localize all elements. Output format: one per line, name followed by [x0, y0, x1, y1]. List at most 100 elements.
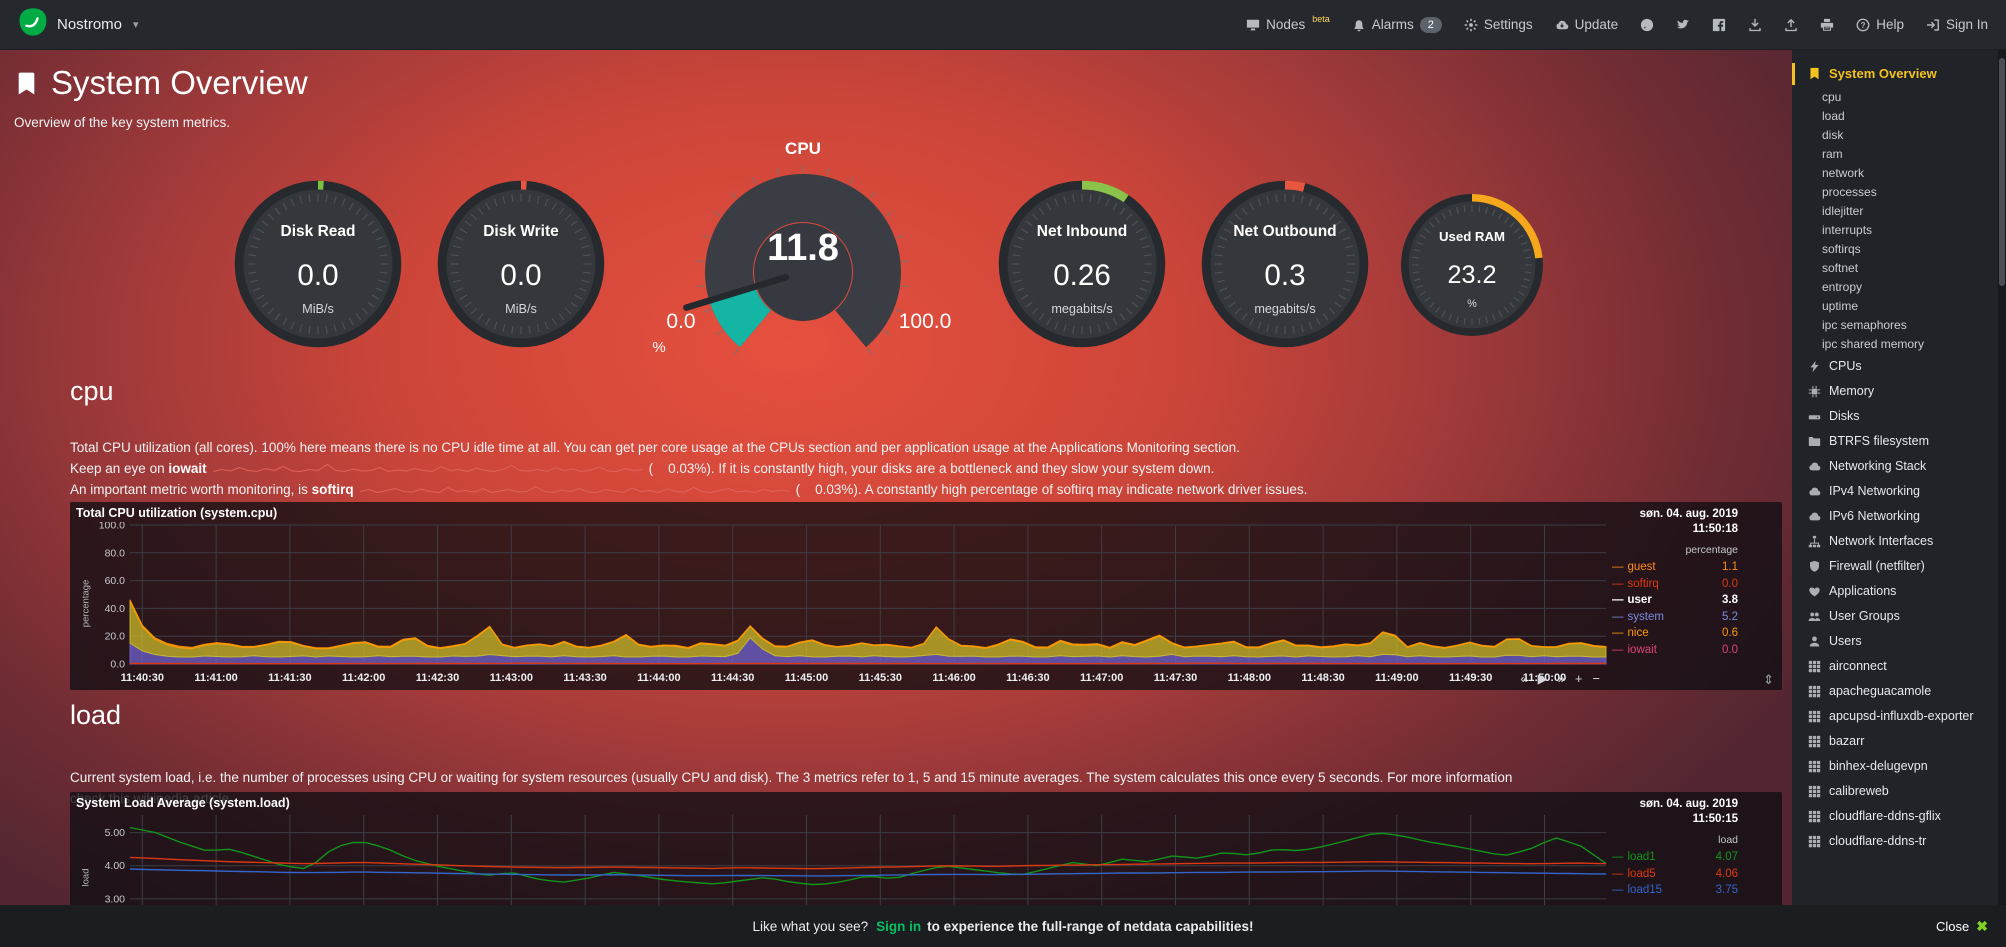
sidebar-item-btrfs-filesystem[interactable]: BTRFS filesystem [1792, 429, 1998, 454]
sidebar-item-cloudflare-ddns-tr[interactable]: cloudflare-ddns-tr [1792, 829, 1998, 854]
grid-icon [1808, 785, 1821, 798]
sidebar-item-cloudflare-ddns-gflix[interactable]: cloudflare-ddns-gflix [1792, 804, 1998, 829]
gauge-used-ram[interactable]: Used RAM 23.2% [1397, 190, 1547, 340]
legend-item-softirq[interactable]: — softirq 0.0 [1612, 577, 1738, 590]
main-content: System Overview Overview of the key syst… [0, 50, 1792, 947]
sidebar-item-binhex-delugevpn[interactable]: binhex-delugevpn [1792, 754, 1998, 779]
sidebar-item-user-groups[interactable]: User Groups [1792, 604, 1998, 629]
sidebar-item-disk[interactable]: disk [1792, 126, 1998, 145]
pan-right-button[interactable]: » [1557, 671, 1565, 686]
sidebar-item-airconnect[interactable]: airconnect [1792, 654, 1998, 679]
banner-signin-link[interactable]: Sign in [876, 918, 922, 934]
sidebar-item-load[interactable]: load [1792, 107, 1998, 126]
sidebar-item-firewall-netfilter[interactable]: Firewall (netfilter) [1792, 554, 1998, 579]
zoom-in-button[interactable]: + [1574, 671, 1583, 686]
sidebar-item-cpu[interactable]: cpu [1792, 88, 1998, 107]
sidebar-item-network-interfaces[interactable]: Network Interfaces [1792, 529, 1998, 554]
sidebar-item-ipv6-networking[interactable]: IPv6 Networking [1792, 504, 1998, 529]
svg-text:100.0: 100.0 [99, 522, 125, 532]
sidebar-item-ram[interactable]: ram [1792, 145, 1998, 164]
chevron-down-icon[interactable]: ▾ [133, 19, 139, 31]
update-button[interactable]: Update [1555, 17, 1618, 32]
legend-item-user[interactable]: — user 3.8 [1612, 594, 1738, 606]
bolt-icon [1808, 360, 1821, 373]
cpu-description-line2: Keep an eye on iowait( 0.03%). If it is … [70, 459, 1520, 481]
sidebar-item-ipc-semaphores[interactable]: ipc semaphores [1792, 316, 1998, 335]
section-heading-cpu[interactable]: cpu [70, 376, 114, 406]
legend-item-load15[interactable]: — load15 3.75 [1612, 884, 1738, 896]
chart-canvas[interactable]: 0.0 20.0 40.0 60.0 80.0 100.0 11:40:30 11:41:00… [84, 522, 1612, 690]
legend-item-load1[interactable]: — load1 4.07 [1612, 851, 1738, 863]
github-button[interactable] [1640, 18, 1654, 32]
chart-resize-handle[interactable]: ⇕ [1763, 672, 1774, 687]
sidebar-item-ipv4-networking[interactable]: IPv4 Networking [1792, 479, 1998, 504]
settings-button[interactable]: Settings [1464, 17, 1533, 32]
gauge-net-inbound[interactable]: Net Inbound 0.26 megabits/s [994, 176, 1170, 352]
sidebar-item-memory[interactable]: Memory [1792, 379, 1998, 404]
legend-item-system[interactable]: — system 5.2 [1612, 610, 1738, 623]
sidebar-item-users[interactable]: Users [1792, 629, 1998, 654]
export-button[interactable] [1784, 18, 1798, 32]
sidebar-item-processes[interactable]: processes [1792, 183, 1998, 202]
sidebar-item-softnet[interactable]: softnet [1792, 259, 1998, 278]
gauge-disk-write[interactable]: Disk Write 0.0 MiB/s [433, 176, 609, 352]
sidebar-item-bazarr[interactable]: bazarr [1792, 729, 1998, 754]
alarms-button[interactable]: Alarms 2 [1352, 16, 1442, 33]
svg-text:11:45:30: 11:45:30 [859, 672, 902, 684]
netdata-logo[interactable] [18, 7, 48, 42]
section-heading-load[interactable]: load [70, 700, 122, 730]
sidebar-item-label: ipc shared memory [1822, 337, 1925, 351]
facebook-button[interactable] [1712, 18, 1726, 32]
gauge-disk-read[interactable]: Disk Read 0.0 MiB/s [230, 176, 406, 352]
print-button[interactable] [1820, 18, 1834, 32]
help-button[interactable]: ? Help [1856, 17, 1904, 32]
gauge-cpu[interactable]: CPU 11.8 0.0 100.0% [643, 138, 963, 360]
signin-button[interactable]: Sign In [1926, 17, 1988, 32]
sidebar-item-label: cloudflare-ddns-gflix [1829, 809, 1941, 823]
page-scrollbar[interactable] [1998, 50, 2006, 947]
node-name[interactable]: Nostromo [57, 16, 123, 33]
sidebar-item-cpus[interactable]: CPUs [1792, 354, 1998, 379]
nodes-button[interactable]: Nodes beta [1246, 14, 1330, 32]
legend-item-guest[interactable]: — guest 1.1 [1612, 561, 1738, 573]
cpu-chart: Total CPU utilization (system.cpu) percen… [70, 502, 1782, 690]
sidebar-item-calibreweb[interactable]: calibreweb [1792, 779, 1998, 804]
svg-text:23.2: 23.2 [1447, 261, 1496, 289]
import-button[interactable] [1748, 18, 1762, 32]
sidebar-item-label: Firewall (netfilter) [1829, 559, 1925, 573]
sidebar-item-entropy[interactable]: entropy [1792, 278, 1998, 297]
sidebar-item-apcupsd-influxdb-exporter[interactable]: apcupsd-influxdb-exporter [1792, 704, 1998, 729]
chart-date: søn. 04. aug. 2019 11:50:18 [1639, 508, 1738, 535]
sidebar-item-uptime[interactable]: uptime [1792, 297, 1998, 316]
sidebar-item-networking-stack[interactable]: Networking Stack [1792, 454, 1998, 479]
gauge-cpu-title: CPU [785, 139, 821, 158]
sidebar-item-ipc-shared-memory[interactable]: ipc shared memory [1792, 335, 1998, 354]
sidebar-item-idlejitter[interactable]: idlejitter [1792, 202, 1998, 221]
legend-item-load5[interactable]: — load5 4.06 [1612, 867, 1738, 880]
legend-units: percentage [1685, 544, 1738, 556]
zoom-out-button[interactable]: − [1592, 671, 1600, 686]
pan-left-button[interactable]: « [1520, 671, 1528, 686]
legend-units: load [1718, 834, 1738, 846]
sidebar-item-network[interactable]: network [1792, 164, 1998, 183]
svg-text:11.8: 11.8 [767, 227, 839, 269]
legend-item-iowait[interactable]: — iowait 0.0 [1612, 643, 1738, 656]
scrollbar-thumb[interactable] [1999, 58, 2005, 286]
grid-icon [1808, 685, 1821, 698]
svg-text:11:42:30: 11:42:30 [416, 672, 459, 684]
twitter-button[interactable] [1676, 18, 1690, 32]
cpu_chart-plot-area[interactable]: percentage 0.0 20.0 40.0 60.0 80.0 100.0 11:40:… [70, 522, 1612, 690]
sidebar-item-system-overview[interactable]: System Overview [1792, 63, 1998, 85]
sidebar-item-softirqs[interactable]: softirqs [1792, 240, 1998, 259]
sidebar-item-label: apcupsd-influxdb-exporter [1829, 709, 1974, 723]
banner-close-button[interactable]: Close ✖ [1936, 917, 1988, 934]
gauge-net-outbound[interactable]: Net Outbound 0.3 megabits/s [1197, 176, 1373, 352]
play-button[interactable]: ▶ [1537, 671, 1548, 686]
sidebar-item-disks[interactable]: Disks [1792, 404, 1998, 429]
sidebar-item-label: CPUs [1829, 359, 1862, 373]
sidebar-item-interrupts[interactable]: interrupts [1792, 221, 1998, 240]
grid-icon [1808, 710, 1821, 723]
legend-item-nice[interactable]: — nice 0.6 [1612, 627, 1738, 639]
sidebar-item-applications[interactable]: Applications [1792, 579, 1998, 604]
sidebar-item-apacheguacamole[interactable]: apacheguacamole [1792, 679, 1998, 704]
